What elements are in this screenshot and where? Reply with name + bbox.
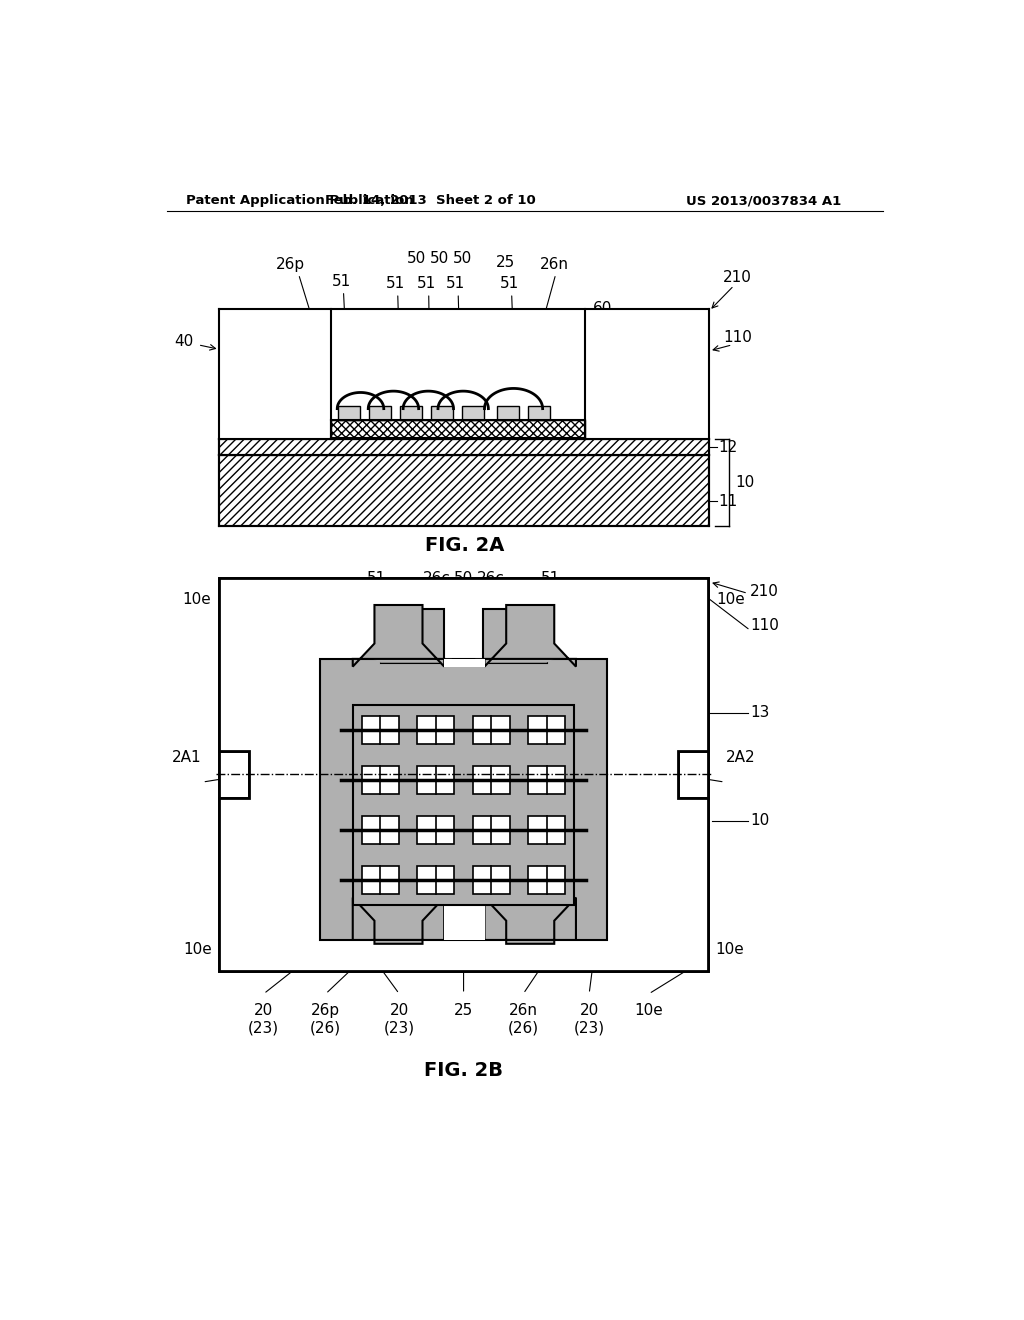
Text: 51: 51: [500, 276, 519, 292]
Text: 110: 110: [723, 330, 752, 346]
Text: 25: 25: [454, 1003, 473, 1018]
Polygon shape: [444, 659, 484, 667]
Polygon shape: [361, 816, 399, 843]
Text: 10e: 10e: [183, 941, 212, 957]
Text: 51: 51: [367, 570, 386, 586]
Polygon shape: [417, 717, 455, 744]
Polygon shape: [369, 407, 391, 420]
Polygon shape: [417, 866, 455, 894]
Text: 210: 210: [723, 271, 752, 285]
Text: 50: 50: [454, 570, 473, 586]
Text: 51: 51: [541, 570, 560, 586]
Text: 26c: 26c: [423, 570, 451, 586]
Text: 110: 110: [751, 618, 779, 634]
Polygon shape: [484, 898, 575, 944]
Text: Feb. 14, 2013  Sheet 2 of 10: Feb. 14, 2013 Sheet 2 of 10: [325, 194, 536, 207]
Polygon shape: [219, 309, 710, 440]
Polygon shape: [361, 767, 399, 795]
Polygon shape: [373, 659, 452, 663]
Polygon shape: [586, 309, 710, 440]
Text: 26c: 26c: [477, 570, 505, 586]
Text: 20
(23): 20 (23): [573, 1003, 605, 1035]
Polygon shape: [462, 407, 483, 420]
Text: 26p: 26p: [276, 257, 305, 272]
Polygon shape: [417, 767, 455, 795]
Text: 51: 51: [386, 276, 406, 292]
Polygon shape: [473, 866, 510, 894]
Text: 40: 40: [174, 334, 194, 350]
Polygon shape: [473, 816, 510, 843]
Polygon shape: [497, 407, 518, 420]
Text: 20
(23): 20 (23): [384, 1003, 415, 1035]
Text: 51: 51: [445, 276, 465, 292]
Text: 10e: 10e: [182, 593, 211, 607]
Text: 2A2: 2A2: [725, 750, 755, 766]
Text: 51: 51: [332, 275, 351, 289]
Polygon shape: [219, 440, 710, 455]
Polygon shape: [219, 455, 710, 527]
Text: 10e: 10e: [635, 1003, 664, 1018]
Text: 10: 10: [735, 475, 754, 491]
Polygon shape: [361, 866, 399, 894]
Polygon shape: [219, 578, 708, 970]
Polygon shape: [528, 767, 565, 795]
Polygon shape: [219, 751, 249, 797]
Text: 11: 11: [719, 494, 738, 508]
Text: 50: 50: [430, 251, 450, 267]
Polygon shape: [219, 309, 331, 440]
Polygon shape: [431, 407, 453, 420]
Polygon shape: [528, 407, 550, 420]
Polygon shape: [475, 659, 554, 663]
Polygon shape: [528, 866, 565, 894]
Text: FIG. 2A: FIG. 2A: [425, 536, 504, 556]
Text: 50: 50: [454, 251, 472, 267]
Polygon shape: [473, 717, 510, 744]
Text: 12: 12: [719, 440, 738, 454]
Polygon shape: [219, 578, 708, 970]
Polygon shape: [400, 407, 422, 420]
Polygon shape: [331, 420, 586, 438]
Polygon shape: [678, 751, 708, 797]
Polygon shape: [484, 605, 575, 667]
Polygon shape: [483, 609, 547, 663]
Text: 10e: 10e: [717, 593, 745, 607]
Polygon shape: [417, 816, 455, 843]
Text: 13: 13: [751, 705, 770, 721]
Polygon shape: [381, 609, 444, 663]
Text: FIG. 2B: FIG. 2B: [424, 1061, 503, 1080]
Text: US 2013/0037834 A1: US 2013/0037834 A1: [686, 194, 841, 207]
Polygon shape: [361, 717, 399, 744]
Text: 10e: 10e: [715, 941, 743, 957]
Text: 25: 25: [496, 255, 515, 269]
Text: 10: 10: [751, 813, 770, 828]
Text: 20
(23): 20 (23): [248, 1003, 280, 1035]
Text: Patent Application Publication: Patent Application Publication: [186, 194, 414, 207]
Polygon shape: [338, 407, 359, 420]
Polygon shape: [528, 717, 565, 744]
Polygon shape: [528, 816, 565, 843]
Text: 40: 40: [612, 363, 632, 378]
Polygon shape: [352, 605, 444, 667]
Polygon shape: [321, 659, 607, 940]
Polygon shape: [444, 898, 484, 940]
Text: 50: 50: [407, 251, 426, 267]
Polygon shape: [473, 767, 510, 795]
Text: 26p
(26): 26p (26): [310, 1003, 341, 1035]
Polygon shape: [352, 898, 444, 944]
Text: 26n: 26n: [540, 257, 568, 272]
Text: 26n
(26): 26n (26): [508, 1003, 539, 1035]
Text: 210: 210: [751, 585, 779, 599]
Polygon shape: [352, 705, 574, 906]
Text: 51: 51: [417, 276, 436, 292]
Text: 2A1: 2A1: [172, 750, 202, 766]
Text: 60: 60: [593, 301, 612, 315]
